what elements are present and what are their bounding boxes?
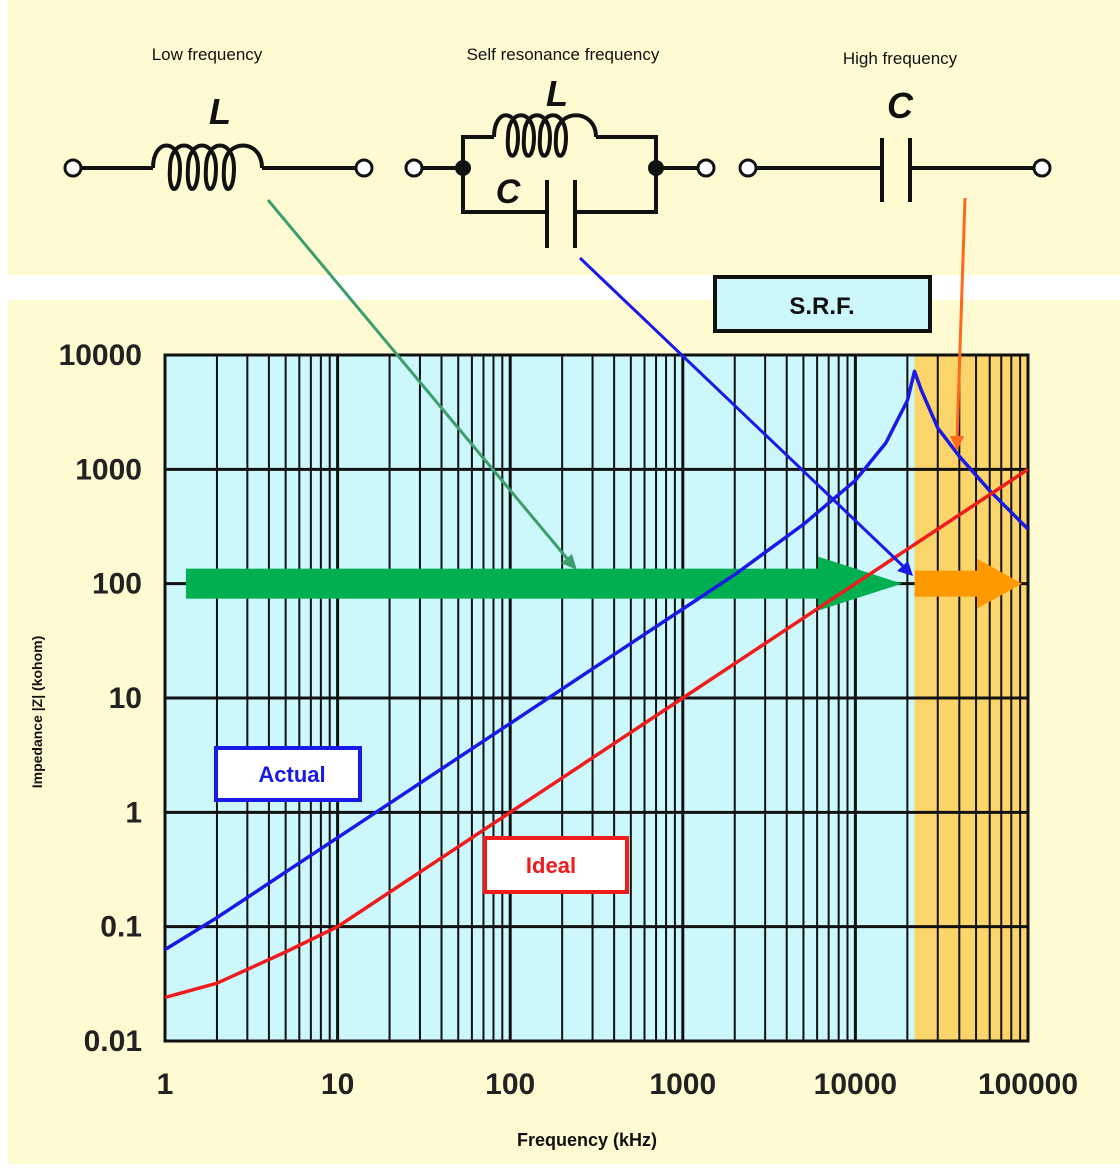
pointer-arrow-low	[266, 199, 572, 563]
series-line-ideal	[165, 467, 1028, 1000]
terminal-icon	[354, 158, 374, 178]
circuit-label-low: Low frequency	[152, 45, 263, 64]
circuit-label-high: High frequency	[843, 49, 958, 68]
circuit-label-srf: Self resonance frequency	[467, 45, 660, 64]
pointer-arrow-high-head	[950, 436, 964, 451]
terminal-icon	[404, 158, 424, 178]
x-tick-label: 1000	[649, 1068, 716, 1101]
x-tick-label: 10	[321, 1068, 354, 1101]
series-line-actual	[165, 369, 1028, 952]
terminal-icon	[63, 158, 83, 178]
y-tick-label: 1000	[75, 453, 142, 486]
y-tick-label: 100	[92, 568, 142, 601]
orange-arrow-head	[977, 558, 1022, 609]
x-tick-label: 10000	[814, 1068, 897, 1101]
green-band-arrow	[186, 556, 902, 611]
x-tick-label: 1	[157, 1068, 174, 1101]
tick-labels: 1 10 100 1000 10000 100000 0.01 0.1 1 10 100 1000 10…	[59, 339, 1078, 1101]
pointer-arrow-high	[955, 197, 967, 441]
orange-band-arrow	[914, 558, 1022, 609]
plot-frame	[163, 353, 1030, 1043]
green-arrow-shaft	[186, 568, 818, 599]
pointer-arrows	[266, 197, 967, 576]
x-axis-label: Frequency (kHz)	[517, 1130, 657, 1150]
legend-ideal-box	[483, 836, 629, 894]
capacitor-high	[756, 138, 1034, 202]
junction-dot	[648, 160, 664, 176]
y-axis-label: Impedance |Z| (kohom)	[29, 636, 45, 789]
x-tick-label: 100	[485, 1068, 535, 1101]
terminal-icon	[1032, 158, 1052, 178]
pointer-arrow-low-head	[561, 554, 577, 570]
y-tick-label: 0.01	[84, 1025, 142, 1058]
legend-actual-box	[214, 746, 362, 802]
pointer-arrow-srf-head	[897, 561, 913, 576]
inductor-low	[80, 143, 356, 191]
y-tick-label: 10000	[59, 339, 142, 372]
legend-actual-label: Actual	[258, 762, 325, 787]
y-tick-label: 10	[109, 682, 142, 715]
circuit-srf-C: C	[496, 173, 521, 211]
junction-dot	[455, 160, 471, 176]
circuit-high-C: C	[887, 85, 914, 126]
terminal-icon	[738, 158, 758, 178]
pointer-arrow-srf	[578, 256, 907, 570]
circuit-low-L: L	[209, 91, 231, 132]
orange-arrow-shaft	[914, 570, 977, 597]
x-tick-label: 100000	[978, 1068, 1078, 1101]
y-tick-label: 0.1	[100, 911, 142, 944]
srf-box	[713, 275, 932, 333]
series-layer	[165, 369, 1028, 1000]
legend-ideal-label: Ideal	[526, 853, 576, 878]
srf-box-label: S.R.F.	[789, 293, 854, 320]
green-arrow-head	[818, 556, 902, 611]
terminal-icon	[696, 158, 716, 178]
y-tick-label: 1	[125, 796, 142, 829]
circuit-srf-L: L	[546, 73, 568, 114]
lc-tank	[422, 113, 698, 248]
